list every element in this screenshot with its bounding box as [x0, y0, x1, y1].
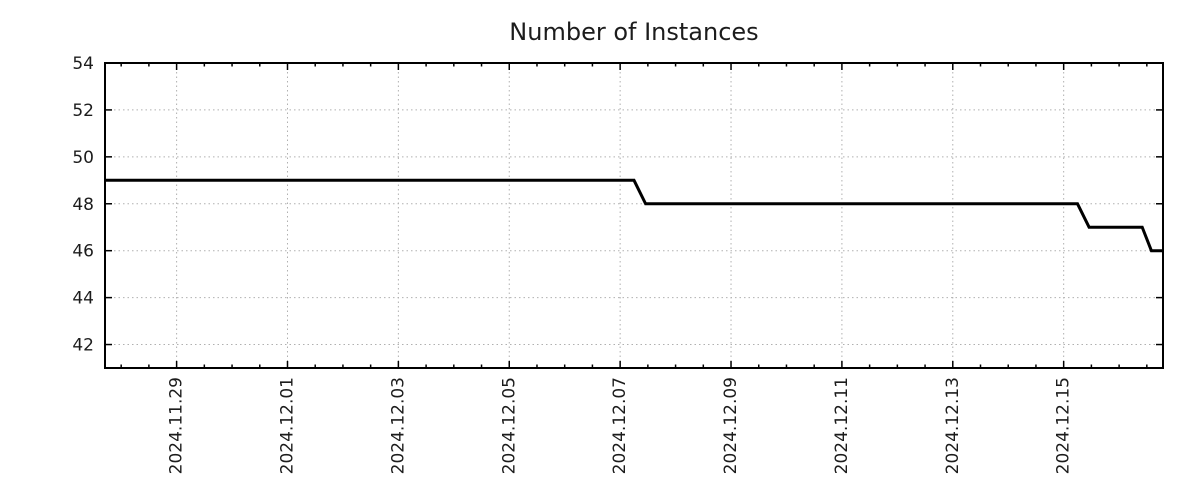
- x-tick-label: 2024.12.15: [1054, 377, 1074, 474]
- x-tick-label: 2024.12.07: [610, 377, 630, 474]
- x-tick-label: 2024.11.29: [167, 377, 187, 474]
- plot-border: [104, 62, 1164, 369]
- y-tick-label: 44: [72, 289, 94, 309]
- ticks-layer: [105, 62, 1163, 368]
- x-tick-label: 2024.12.13: [943, 377, 963, 474]
- chart-title: Number of Instances: [509, 18, 758, 46]
- y-tick-label: 48: [72, 195, 94, 215]
- series-line: [105, 178, 1163, 253]
- x-tick-label: 2024.12.03: [388, 377, 408, 474]
- y-tick-label: 50: [72, 148, 94, 168]
- x-tick-label: 2024.12.11: [832, 377, 852, 474]
- y-tick-label: 54: [72, 54, 94, 74]
- x-tick-label: 2024.12.01: [278, 377, 298, 474]
- y-tick-label: 42: [72, 336, 94, 356]
- gridlines-layer: [105, 63, 1163, 368]
- x-tick-label: 2024.12.09: [721, 377, 741, 474]
- tick-labels-layer: 42 44 46 48 50 52 54 2024.11.29 2024.12.01 2024.1…: [72, 54, 1073, 474]
- y-tick-label: 52: [72, 101, 94, 121]
- x-tick-label: 2024.12.05: [499, 377, 519, 474]
- y-tick-label: 46: [72, 242, 94, 262]
